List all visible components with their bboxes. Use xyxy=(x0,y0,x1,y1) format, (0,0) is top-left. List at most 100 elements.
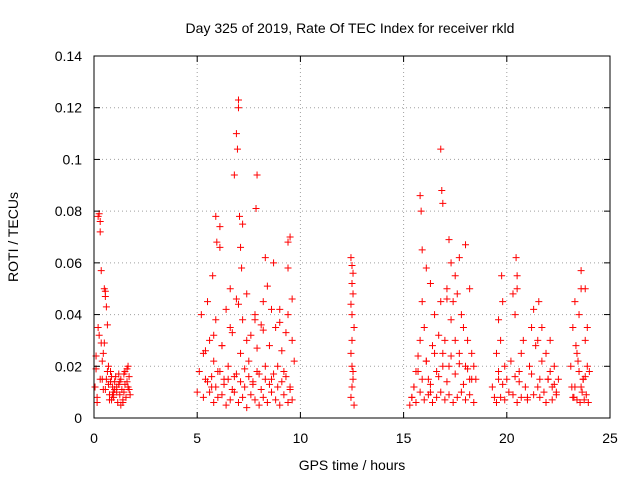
data-point xyxy=(268,375,276,383)
data-point xyxy=(125,373,133,381)
data-point xyxy=(284,311,292,319)
data-point xyxy=(519,336,527,344)
data-point xyxy=(517,349,525,357)
data-point xyxy=(347,349,355,357)
data-point xyxy=(108,373,116,381)
data-point xyxy=(349,290,357,298)
data-point xyxy=(424,391,432,399)
data-point xyxy=(495,375,503,383)
data-point xyxy=(280,391,288,399)
data-point xyxy=(125,386,133,394)
data-point xyxy=(571,298,579,306)
data-point xyxy=(274,383,282,391)
data-point xyxy=(445,391,453,399)
data-point xyxy=(574,357,582,365)
data-point xyxy=(428,398,436,406)
data-point xyxy=(468,349,476,357)
data-point xyxy=(406,401,414,409)
data-point xyxy=(204,378,212,386)
data-point xyxy=(451,336,459,344)
data-point xyxy=(412,398,420,406)
data-point xyxy=(218,342,226,350)
data-point xyxy=(507,357,515,365)
data-point xyxy=(259,326,267,334)
data-point xyxy=(455,349,463,357)
data-point xyxy=(538,324,546,331)
x-tick-label: 10 xyxy=(293,430,309,446)
data-point xyxy=(554,375,562,383)
data-point xyxy=(437,298,445,306)
data-point xyxy=(470,362,478,370)
data-point xyxy=(206,336,214,344)
data-point xyxy=(348,261,356,269)
data-point xyxy=(499,298,507,306)
data-point xyxy=(282,373,290,381)
data-point xyxy=(584,398,592,406)
data-point xyxy=(453,290,461,298)
data-point xyxy=(98,357,106,365)
data-point xyxy=(418,246,426,254)
data-point xyxy=(449,298,457,306)
data-point xyxy=(247,331,255,339)
data-point xyxy=(276,401,284,409)
data-point xyxy=(195,367,203,375)
data-point xyxy=(284,398,292,406)
data-point xyxy=(234,104,242,112)
data-point xyxy=(261,375,269,383)
data-point xyxy=(416,336,424,344)
data-point xyxy=(497,336,505,344)
x-tick-label: 15 xyxy=(396,430,412,446)
data-point xyxy=(224,375,232,383)
data-point xyxy=(495,316,503,324)
data-point xyxy=(247,391,255,399)
data-point xyxy=(349,375,357,383)
data-point xyxy=(575,367,583,375)
data-point xyxy=(451,272,459,280)
data-point xyxy=(348,311,356,319)
axis-ticks xyxy=(93,55,611,419)
data-point xyxy=(252,205,260,213)
data-point xyxy=(117,401,125,409)
data-point xyxy=(569,393,577,401)
data-point xyxy=(420,324,428,331)
data-point xyxy=(437,388,445,396)
data-point xyxy=(290,357,298,365)
data-point xyxy=(210,331,218,339)
data-point xyxy=(107,367,115,375)
data-point xyxy=(573,396,581,404)
data-point xyxy=(350,401,358,409)
y-tick-label: 0.02 xyxy=(55,358,82,374)
data-point xyxy=(216,223,224,231)
data-point xyxy=(417,207,425,215)
data-point xyxy=(96,217,104,225)
data-point xyxy=(274,362,282,370)
data-point xyxy=(530,391,538,399)
data-point xyxy=(213,238,221,246)
data-point xyxy=(276,305,284,313)
data-point xyxy=(535,298,543,306)
data-point xyxy=(243,290,251,298)
data-point xyxy=(347,300,355,308)
data-point xyxy=(577,267,585,275)
data-point xyxy=(93,398,101,406)
data-point xyxy=(193,388,201,396)
data-point xyxy=(490,393,498,401)
data-point xyxy=(453,393,461,401)
data-point xyxy=(224,362,232,370)
data-point xyxy=(232,370,240,378)
data-point xyxy=(583,362,591,370)
data-point xyxy=(228,329,236,337)
data-point xyxy=(573,349,581,357)
data-point xyxy=(468,375,476,383)
data-point xyxy=(418,375,426,383)
data-point xyxy=(528,370,536,378)
data-point xyxy=(459,324,467,331)
data-point xyxy=(94,324,102,331)
data-point xyxy=(259,393,267,401)
data-point xyxy=(540,388,548,396)
x-tick-label: 25 xyxy=(602,430,618,446)
data-point xyxy=(523,396,531,404)
data-point xyxy=(445,236,453,244)
data-point xyxy=(512,254,520,262)
data-point xyxy=(546,336,554,344)
